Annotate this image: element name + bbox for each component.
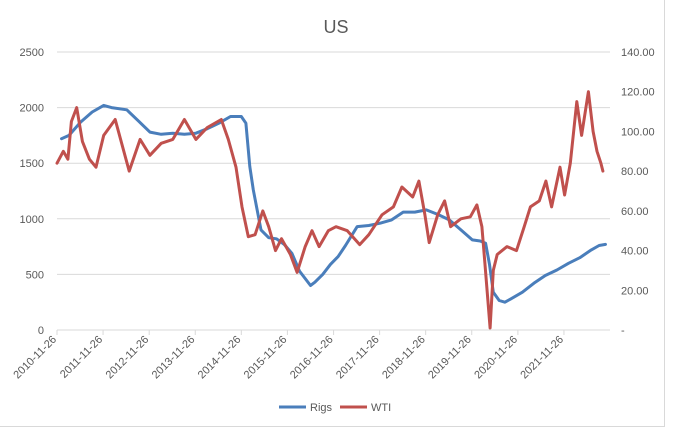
left-tick-label: 1000 [20,214,44,226]
right-tick-label: 120.00 [621,87,655,99]
x-tick-label: 2013-11-26 [150,334,198,382]
left-tick-label: 500 [26,269,44,281]
x-tick-label: 2018-11-26 [380,334,428,382]
chart-frame-bottom [0,426,665,427]
x-tick-label: 2014-11-26 [196,334,244,382]
chart-title: US [323,17,348,37]
series-line-rigs [60,103,607,304]
left-tick-label: 2000 [20,103,44,115]
x-tick-label: 2021-11-26 [518,334,566,382]
x-tick-label: 2010-11-26 [11,334,59,382]
right-tick-label: - [621,325,625,337]
legend-label-rigs: Rigs [310,402,333,414]
x-tick-label: 2019-11-26 [426,334,474,382]
left-tick-label: 0 [38,325,44,337]
left-axis-ticks: 0 500 1000 1500 2000 2500 [20,47,44,337]
right-tick-label: 80.00 [621,166,649,178]
left-tick-label: 1500 [20,158,44,170]
x-tick-label: 2015-11-26 [242,334,290,382]
x-tick-label: 2012-11-26 [104,334,152,382]
right-tick-label: 20.00 [621,285,649,297]
x-axis-ticks: 2010-11-262011-11-262012-11-262013-11-26… [11,330,566,381]
legend: Rigs WTI [279,402,391,414]
series-layer [55,90,607,330]
right-tick-label: 140.00 [621,47,655,59]
legend-label-wti: WTI [371,402,391,414]
x-tick-label: 2016-11-26 [288,334,336,382]
x-tick-label: 2020-11-26 [472,334,520,382]
right-tick-label: 100.00 [621,126,655,138]
series-line-wti [55,90,605,330]
chart-frame-right [664,0,665,426]
x-tick-label: 2011-11-26 [58,334,105,381]
x-tick-label: 2017-11-26 [334,334,382,382]
right-axis-ticks: - 20.00 40.00 60.00 80.00 100.00 120.00 140.00 [621,47,655,337]
right-tick-label: 40.00 [621,246,649,258]
right-tick-label: 60.00 [621,206,649,218]
left-tick-label: 2500 [20,47,44,59]
